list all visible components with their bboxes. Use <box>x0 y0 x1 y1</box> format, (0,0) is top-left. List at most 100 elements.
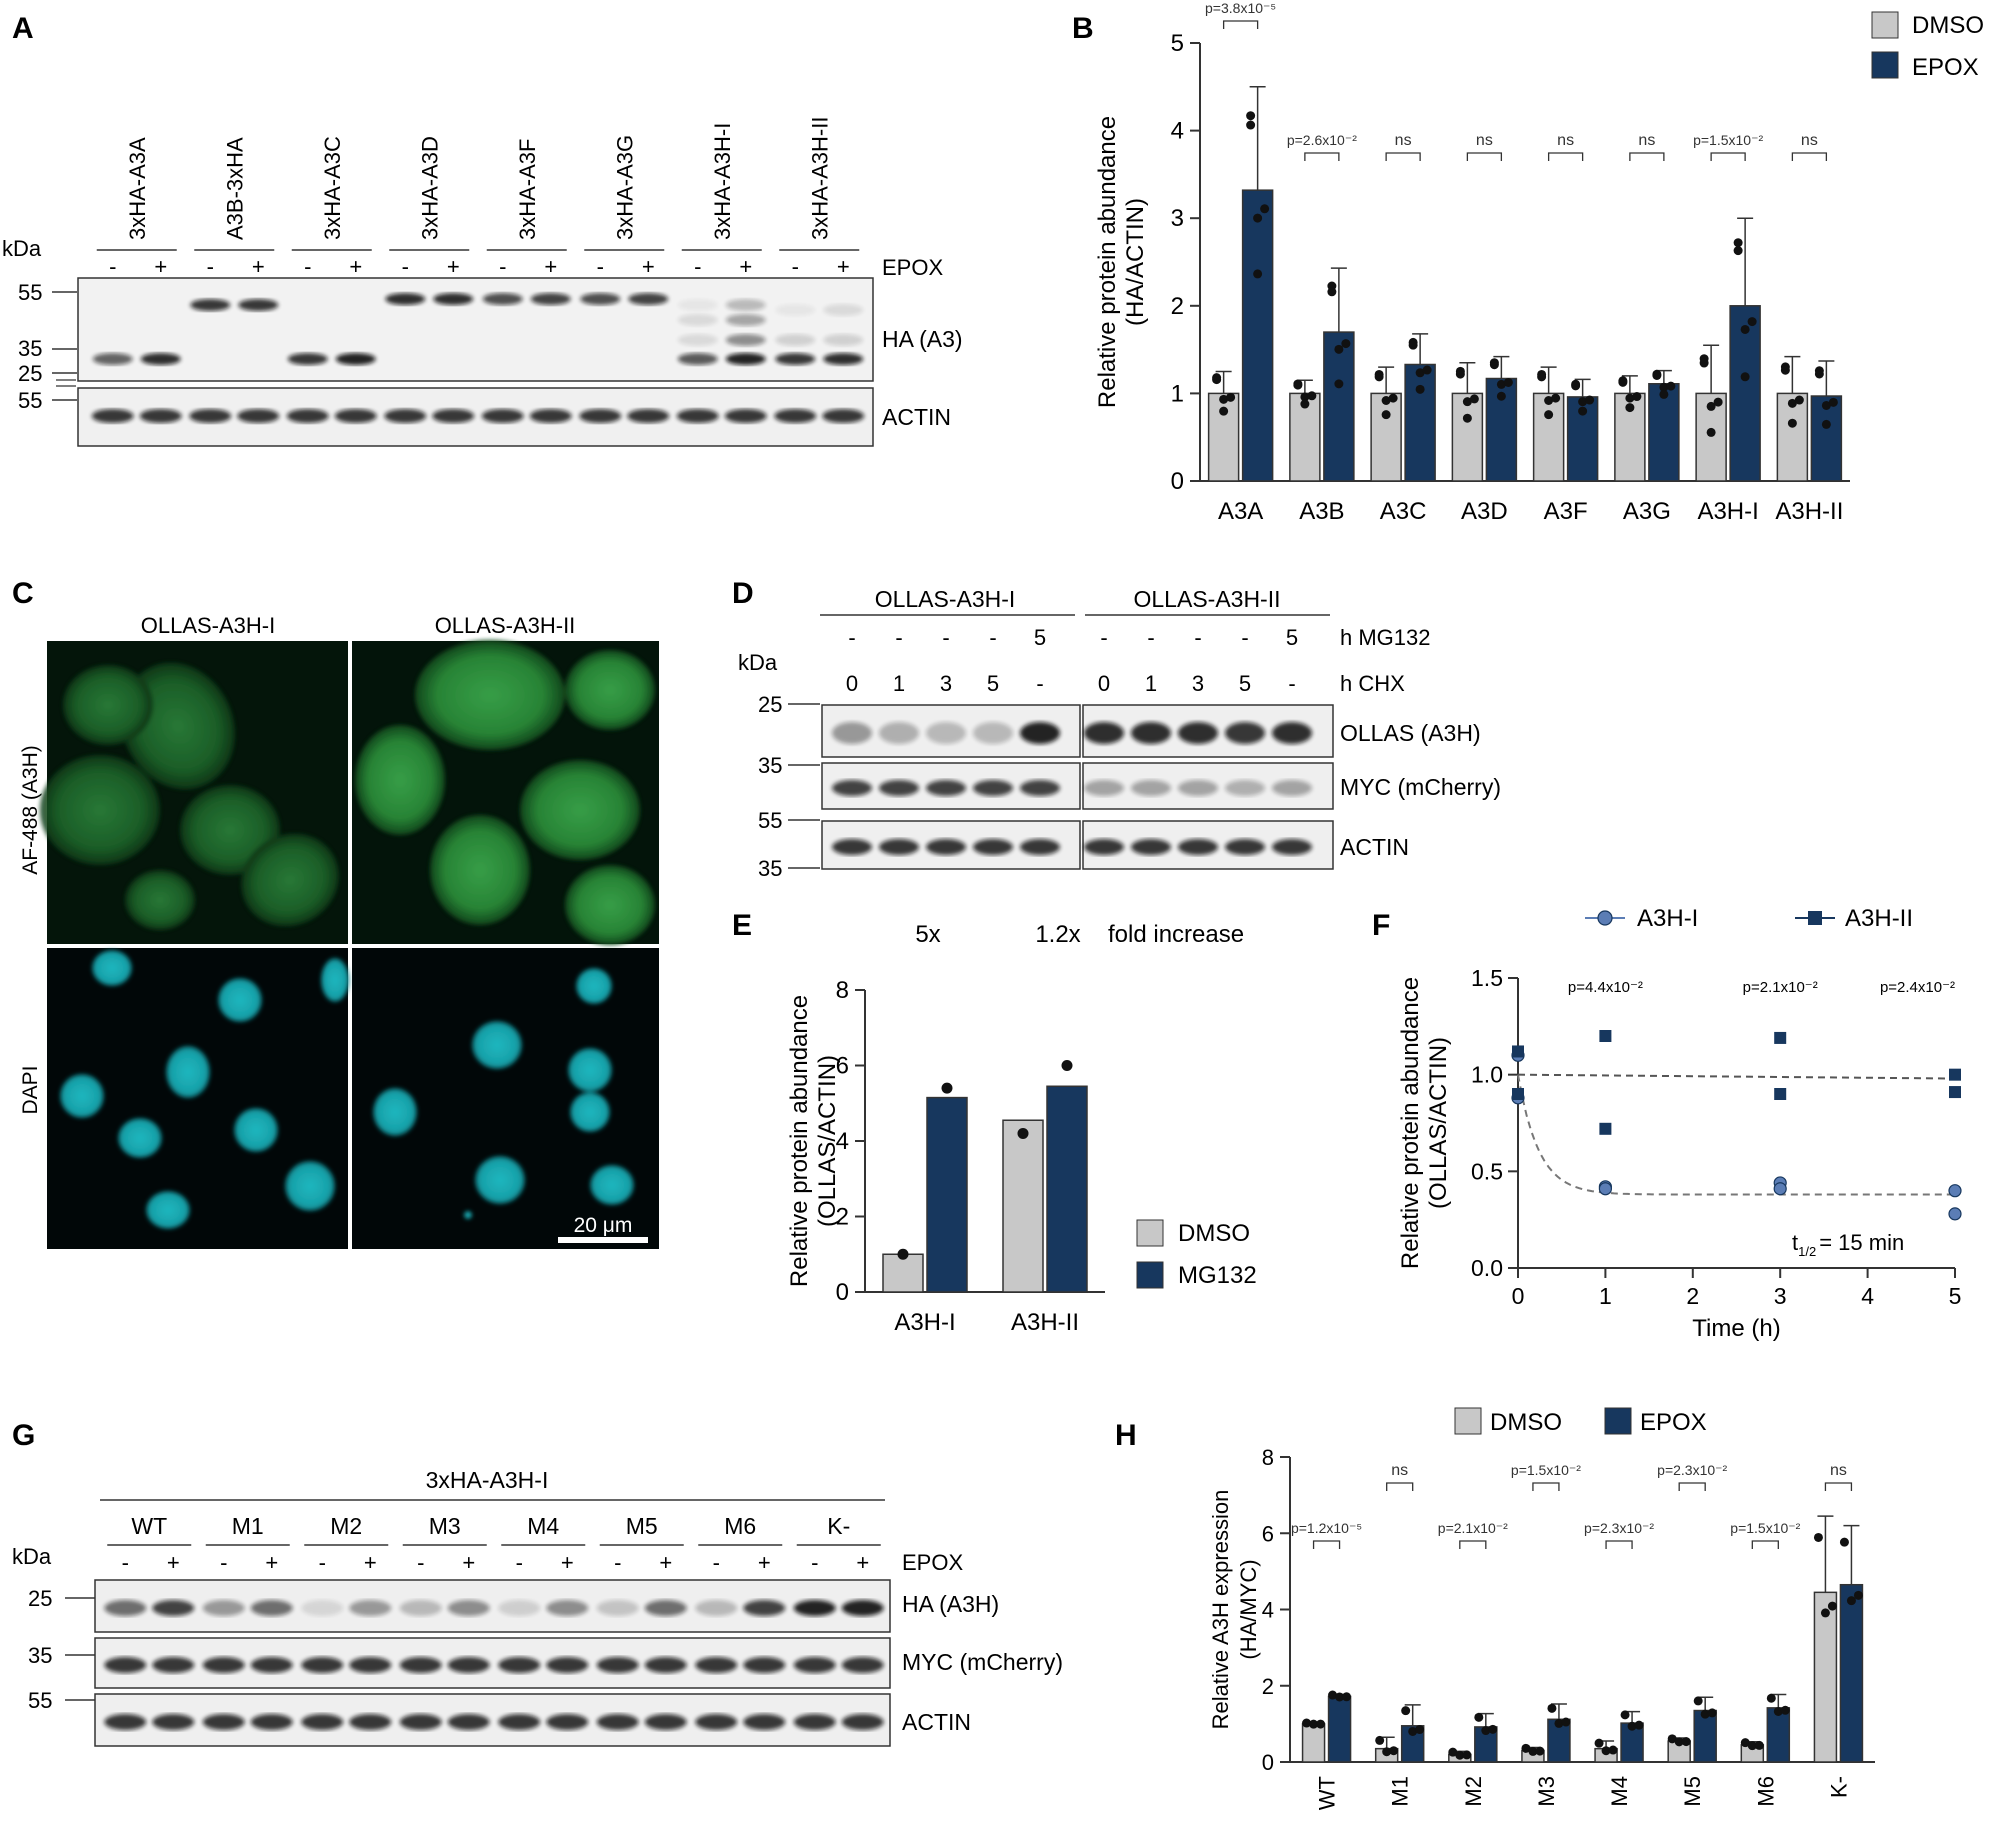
panel-g-band <box>793 1600 836 1616</box>
panel-h-x-tick-label: M4 <box>1607 1776 1632 1807</box>
panel-b-replicate-dot <box>1713 397 1723 407</box>
panel-g-sign-minus: - <box>811 1550 818 1575</box>
panel-c-green-cells-1 <box>40 662 339 930</box>
panel-a-ha-band <box>823 334 864 346</box>
panel-a-ha-band <box>775 353 816 365</box>
panel-b-replicate-dot <box>1828 397 1838 407</box>
panel-b-replicate-dot <box>1246 120 1256 130</box>
panel-a-sign-minus: - <box>792 254 799 279</box>
panel-h-y-label: Relative A3H expression (HA/MYC) <box>1208 1490 1261 1730</box>
panel-h-replicate-dot <box>1401 1706 1411 1716</box>
panel-d-band <box>1225 839 1265 855</box>
panel-e: E 5x 1.2x fold increase 0 2 4 6 8 A3H-I A3H-II… <box>732 909 1257 1336</box>
panel-a-ha-band <box>725 314 766 326</box>
panel-g-band <box>349 1714 392 1730</box>
panel-g-band <box>104 1714 147 1730</box>
panel-b-replicate-dot <box>1374 372 1384 382</box>
panel-c-nuclei-2 <box>373 968 634 1219</box>
panel-d-band <box>973 722 1013 744</box>
panel-b-replicate-dot <box>1462 397 1472 407</box>
panel-g-sign-plus: + <box>265 1550 278 1575</box>
panel-b: B 0 1 2 3 4 5 A3A p=3.8x10⁻⁵ A3B p=2.6x10⁻² A3C ns A… <box>1072 0 1984 525</box>
panel-h-replicate-dot <box>1462 1750 1472 1760</box>
panel-h-pvalue-bracket <box>1312 1540 1341 1549</box>
panel-g-band <box>399 1600 442 1616</box>
panel-h-replicate-dot <box>1408 1726 1418 1736</box>
panel-b-replicate-dot <box>1733 238 1743 248</box>
panel-h-bar <box>1813 1591 1838 1763</box>
panel-a-sign-plus: + <box>544 254 557 279</box>
panel-a-mark-55b: 55 <box>18 388 42 413</box>
panel-b-replicate-dot <box>1699 358 1709 368</box>
panel-b-pvalue: ns <box>1395 132 1412 149</box>
panel-a-sign-plus: + <box>447 254 460 279</box>
panel-f-pvalue: p=2.1x10⁻² <box>1743 979 1818 996</box>
panel-f-y-label-line2: (OLLAS/ACTIN) <box>1425 1037 1452 1209</box>
panel-h-y-label-line1: Relative A3H expression <box>1208 1490 1233 1730</box>
panel-h-x-tick-label: M5 <box>1680 1776 1705 1807</box>
panel-h-pvalue: ns <box>1391 1462 1408 1479</box>
panel-g-band <box>546 1657 589 1673</box>
panel-h-replicate-dot <box>1608 1745 1618 1755</box>
panel-b-replicate-dot <box>1226 392 1236 402</box>
panel-h-x-tick-label: K- <box>1826 1776 1851 1798</box>
panel-h-replicate-dot <box>1707 1708 1717 1718</box>
panel-a-sign-plus: + <box>837 254 850 279</box>
panel-g-sign-minus: - <box>516 1550 523 1575</box>
panel-h-legend-dmso: DMSO <box>1490 1409 1562 1436</box>
panel-h-y-label-line2: (HA/MYC) <box>1236 1559 1261 1659</box>
panel-h-replicate-dot <box>1853 1590 1863 1600</box>
panel-a-actin-band <box>334 409 377 423</box>
panel-g-band <box>743 1714 786 1730</box>
panel-b-replicate-dot <box>1260 204 1270 214</box>
panel-a-blot-label-actin: ACTIN <box>882 404 951 430</box>
panel-a-actin-band <box>579 409 622 423</box>
panel-g-lane-label: M2 <box>330 1513 362 1539</box>
panel-h-replicate-dot <box>1839 1537 1849 1547</box>
panel-b-replicate-dot <box>1408 340 1418 350</box>
panel-a-ha-band <box>385 293 426 305</box>
panel-f-point-a3h1 <box>1948 1184 1962 1198</box>
panel-b-bar <box>1241 189 1274 482</box>
panel-g-band <box>596 1600 639 1616</box>
panel-f-half-life-value: = 15 min <box>1819 1230 1904 1255</box>
panel-g-band <box>250 1657 293 1673</box>
panel-h-pvalue-bracket <box>1605 1540 1633 1549</box>
panel-b-replicate-dot <box>1415 368 1425 378</box>
panel-a-blot-ha <box>77 277 874 382</box>
panel-b-pvalue: p=1.5x10⁻² <box>1693 132 1763 148</box>
panel-h-replicate-dot <box>1747 1741 1757 1751</box>
panel-d-mark-35b: 35 <box>758 856 782 881</box>
panel-a-sign-minus: - <box>109 254 116 279</box>
panel-b-replicate-dot <box>1551 393 1561 403</box>
panel-a-lane-label: 3xHA-A3H-I <box>710 123 735 240</box>
panel-b-pvalue-bracket <box>1629 152 1665 161</box>
panel-d-band <box>1131 839 1171 855</box>
panel-a-lane-label: 3xHA-A3A <box>125 137 150 240</box>
panel-b-legend-epox-swatch <box>1871 51 1899 79</box>
panel-g-sign-plus: + <box>659 1550 672 1575</box>
panel-b-replicate-dot <box>1733 246 1743 256</box>
panel-b-replicate-dot <box>1334 344 1344 354</box>
panel-a-sign-plus: + <box>252 254 265 279</box>
panel-a-ha-band <box>823 304 864 316</box>
panel-a-ha-band <box>677 353 718 365</box>
panel-f-half-life: t1/2 = 15 min <box>1792 1230 1904 1259</box>
panel-g-sign-minus: - <box>614 1550 621 1575</box>
panel-g-lane-label: M1 <box>232 1513 264 1539</box>
panel-g-sign-minus: - <box>319 1550 326 1575</box>
panel-b-replicate-dot <box>1578 406 1588 416</box>
panel-h-replicate-dot <box>1448 1747 1458 1757</box>
panel-b-legend-dmso: DMSO <box>1912 12 1984 39</box>
panel-a-ha-band <box>140 353 181 365</box>
panel-d-chx-value: 3 <box>1192 671 1204 696</box>
panel-d-letter: D <box>732 577 754 610</box>
panel-a-lane-label: A3B-3xHA <box>222 137 247 240</box>
panel-b-bar <box>1207 392 1240 482</box>
panel-h-replicate-dot <box>1693 1696 1703 1706</box>
panel-h-pvalue-bracket <box>1386 1482 1414 1491</box>
panel-c-row-af488: AF-488 (A3H) <box>19 745 42 875</box>
panel-a-sign-minus: - <box>694 254 701 279</box>
panel-b-letter: B <box>1072 12 1094 45</box>
